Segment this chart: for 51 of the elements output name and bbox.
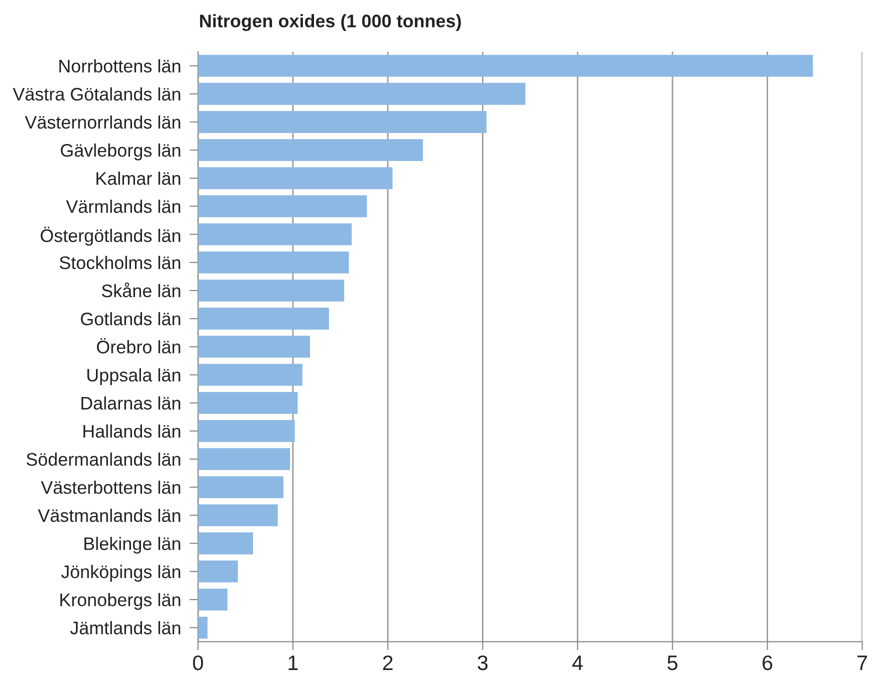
y-tick-label: Uppsala län [87, 368, 180, 386]
y-tick-label: Stockholms län [60, 256, 180, 270]
y-tick-label: Södermanlands län [26, 452, 180, 466]
bar [198, 420, 295, 442]
bar [198, 336, 310, 358]
x-tick-label: 4 [572, 656, 583, 670]
y-tick-label: Östergötlands län [40, 226, 180, 246]
bar [198, 588, 228, 611]
x-tick-label: 2 [383, 655, 393, 670]
y-tick-label: Norrbottens län [59, 59, 180, 73]
x-tick-label: 5 [668, 656, 678, 670]
bar [198, 167, 393, 190]
y-tick-label: Västerbottens län [40, 480, 180, 494]
bar [198, 560, 238, 582]
bar [198, 504, 278, 526]
y-tick-label: Gotlands län [80, 312, 180, 326]
y-tick-label: Dalarnas län [81, 396, 180, 410]
chart-title: Nitrogen oxides (1 000 tonnes) [200, 14, 461, 32]
bar [198, 364, 302, 386]
bar [198, 139, 423, 162]
bar [198, 251, 349, 274]
x-tick-label: 6 [762, 655, 772, 670]
y-tick-label: Örebro län [96, 338, 180, 354]
y-tick-label: Jönköpings län [61, 564, 180, 582]
bar [198, 280, 344, 302]
bar [198, 616, 208, 639]
y-tick-label: Kronobergs län [60, 593, 180, 610]
bar [198, 195, 367, 218]
bar [198, 111, 486, 133]
y-tick-label: Västra Götalands län [12, 87, 180, 101]
bar [198, 54, 813, 77]
bar [198, 532, 254, 554]
x-tick-label: 1 [288, 656, 298, 670]
x-tick-label: 3 [478, 655, 488, 670]
y-tick-label: Västmanlands län [38, 508, 180, 522]
x-tick-label: 0 [193, 655, 204, 670]
y-tick-label: Gävleborgs län [60, 144, 180, 160]
bar [198, 476, 284, 498]
y-tick-label: Blekinge län [84, 536, 180, 554]
bar [198, 82, 526, 105]
bar [198, 392, 298, 414]
bar [198, 448, 290, 470]
x-tick-label: 7 [858, 656, 867, 670]
y-tick-label: Hallands län [83, 424, 180, 438]
y-tick-label: Västernorrlands län [24, 115, 180, 129]
y-tick-label: Skåne län [102, 282, 180, 298]
y-tick-label: Kalmar län [96, 172, 180, 185]
y-tick-label: Värmlands län [66, 200, 180, 213]
y-tick-label: Jämtlands län [70, 621, 180, 634]
bar [198, 223, 352, 246]
bar [198, 308, 329, 330]
